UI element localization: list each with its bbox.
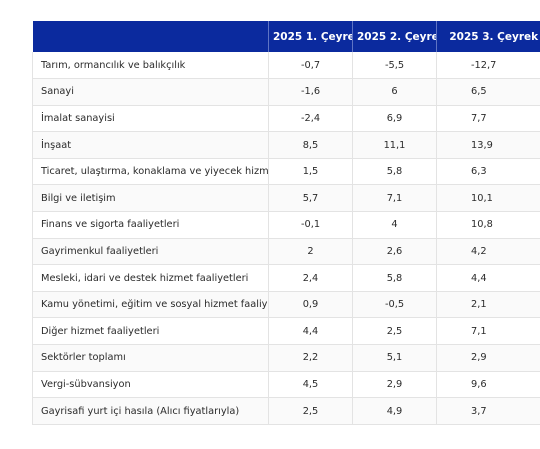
table-row: Tarım, ormancılık ve balıkçılık -0,7 -5,5-… [32, 52, 540, 79]
q1-value-cell: 8,5 [268, 131, 353, 159]
sector-name-cell: Bilgi ve iletişim [32, 184, 269, 212]
q1-value-cell: -0,1 [268, 211, 353, 239]
sector-name-cell: Finans ve sigorta faaliyetleri [32, 211, 269, 239]
q3-value-cell: 3,7 [436, 397, 540, 425]
sector-name-cell: Sektörler toplamı [32, 344, 269, 372]
q3-value-cell: 2,1 [436, 291, 540, 318]
q1-value-cell: -0,7 [268, 52, 353, 79]
q3-value-cell: 6,5 [436, 78, 540, 106]
sector-name-cell: Gayrimenkul faaliyetleri [32, 238, 269, 265]
q1-value-cell: 4,4 [268, 317, 353, 345]
table-row: Kamu yönetimi, eğitim ve sosyal hizmet f… [32, 291, 540, 318]
sector-name-cell: Sanayi [32, 78, 269, 106]
sector-name-cell: İmalat sanayisi [32, 105, 269, 132]
q3-value-cell: 7,1 [436, 317, 540, 345]
table-row: Gayrisafi yurt içi hasıla (Alıcı fiyatla… [32, 397, 540, 425]
q3-value-cell: -12,7 [436, 52, 540, 79]
table-row: Diğer hizmet faaliyetleri 4,4 2,5 7,1 [32, 317, 540, 345]
q2-value-cell: 4,9 [352, 397, 437, 425]
q1-value-cell: 2,2 [268, 344, 353, 372]
table-row: Bilgi ve iletişim 5,7 7,1 10,1 [32, 184, 540, 212]
q3-value-cell: 13,9 [436, 131, 540, 159]
header-2025-q1[interactable]: 2025 1. Çeyrek [268, 21, 353, 52]
table-header: 2025 1. Çeyrek 2025 2. Çeyrek 2025 3. Çe… [32, 21, 540, 52]
q2-value-cell: 4 [352, 211, 437, 239]
q1-value-cell: 2,4 [268, 264, 353, 292]
q2-value-cell: -5,5 [352, 52, 437, 79]
header-2025-q3[interactable]: 2025 3. Çeyrek [436, 21, 540, 52]
q2-value-cell: 5,1 [352, 344, 437, 372]
q2-value-cell: 5,8 [352, 158, 437, 185]
sector-name-cell: Ticaret, ulaştırma, konaklama ve yiyecek… [32, 158, 269, 185]
sector-name-cell: Mesleki, idari ve destek hizmet faaliyet… [32, 264, 269, 292]
table-row: Vergi-sübvansiyon 4,5 2,9 9,6 [32, 371, 540, 398]
table-row: Mesleki, idari ve destek hizmet faaliyet… [32, 264, 540, 292]
sector-growth-table: 2025 1. Çeyrek 2025 2. Çeyrek 2025 3. Çe… [32, 21, 540, 425]
q2-value-cell: 7,1 [352, 184, 437, 212]
table-row: Sanayi -1,6 6 6,5 [32, 78, 540, 106]
sector-name-cell: Diğer hizmet faaliyetleri [32, 317, 269, 345]
q1-value-cell: 5,7 [268, 184, 353, 212]
table-row: Finans ve sigorta faaliyetleri -0,1 4 10,8 [32, 211, 540, 239]
q3-value-cell: 4,4 [436, 264, 540, 292]
q3-value-cell: 10,8 [436, 211, 540, 239]
sector-name-cell: Vergi-sübvansiyon [32, 371, 269, 398]
header-2025-q2[interactable]: 2025 2. Çeyrek [352, 21, 437, 52]
table-row: Ticaret, ulaştırma, konaklama ve yiyecek… [32, 158, 540, 185]
q1-value-cell: 0,9 [268, 291, 353, 318]
table-body: Tarım, ormancılık ve balıkçılık -0,7 -5,5-… [32, 52, 540, 425]
q1-value-cell: -2,4 [268, 105, 353, 132]
sector-name-cell: Kamu yönetimi, eğitim ve sosyal hizmet f… [32, 291, 269, 318]
q2-value-cell: 2,6 [352, 238, 437, 265]
sector-name-cell: İnşaat [32, 131, 269, 159]
sector-name-cell: Gayrisafi yurt içi hasıla (Alıcı fiyatla… [32, 397, 269, 425]
q3-value-cell: 6,3 [436, 158, 540, 185]
q1-value-cell: 2 [268, 238, 353, 265]
table-row: İmalat sanayisi -2,4 6,9 7,7 [32, 105, 540, 132]
header-sector [33, 21, 269, 52]
q3-value-cell: 7,7 [436, 105, 540, 132]
q2-value-cell: 5,8 [352, 264, 437, 292]
q2-value-cell: 2,5 [352, 317, 437, 345]
q3-value-cell: 9,6 [436, 371, 540, 398]
q1-value-cell: 4,5 [268, 371, 353, 398]
sector-name-cell: Tarım, ormancılık ve balıkçılık [32, 52, 269, 79]
table-row: Gayrimenkul faaliyetleri 2 2,6 4,2 [32, 238, 540, 265]
q2-value-cell: 6,9 [352, 105, 437, 132]
q2-value-cell: 11,1 [352, 131, 437, 159]
table-row: İnşaat 8,5 11,1 13,9 [32, 131, 540, 159]
header-row: 2025 1. Çeyrek 2025 2. Çeyrek 2025 3. Çe… [32, 21, 540, 52]
q1-value-cell: 1,5 [268, 158, 353, 185]
q3-value-cell: 10,1 [436, 184, 540, 212]
q3-value-cell: 4,2 [436, 238, 540, 265]
q2-value-cell: 2,9 [352, 371, 437, 398]
q1-value-cell: 2,5 [268, 397, 353, 425]
q2-value-cell: -0,5 [352, 291, 437, 318]
q3-value-cell: 2,9 [436, 344, 540, 372]
table-row: Sektörler toplamı 2,2 5,1 2,9 [32, 344, 540, 372]
q2-value-cell: 6 [352, 78, 437, 106]
q1-value-cell: -1,6 [268, 78, 353, 106]
